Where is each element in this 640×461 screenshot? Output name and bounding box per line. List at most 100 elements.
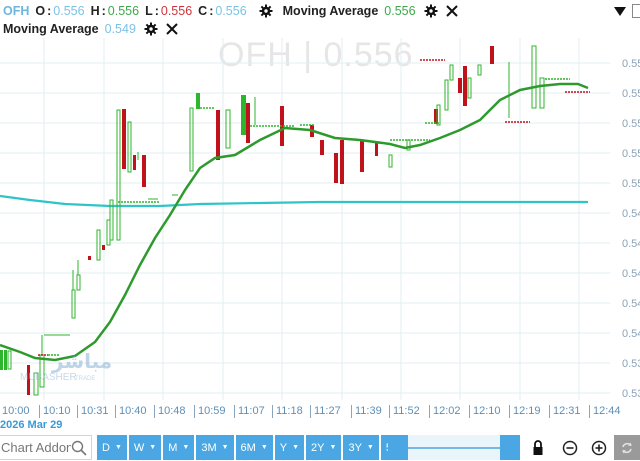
caret-down-icon: ▼ [221, 444, 229, 451]
ma2-legend: Moving Average 0.549 [3, 20, 178, 38]
y-axis: 0.55 0.55 0.55 0.55 0.55 0.54 0.54 0.54 0.54 0… [622, 58, 640, 400]
separator: : [154, 4, 159, 18]
chart-addon-input[interactable] [1, 440, 71, 455]
period-label: M [168, 441, 178, 454]
x-tick: 11:07 [234, 405, 265, 418]
period-button-m[interactable]: M ▼ [163, 435, 195, 460]
reset-button[interactable] [614, 435, 640, 460]
svg-text:MUBASHER: MUBASHER [20, 372, 77, 383]
x-tick: 12:44 [589, 405, 621, 418]
svg-text:0.55: 0.55 [622, 88, 640, 100]
low-label: L [145, 4, 153, 18]
caret-down-icon: ▼ [292, 444, 300, 451]
range-slider[interactable] [388, 435, 520, 460]
x-tick: 11:39 [351, 405, 382, 418]
close-value: 0.556 [215, 4, 247, 18]
dropdown-triangle-icon[interactable] [614, 6, 626, 16]
period-label: 3M [201, 441, 217, 454]
x-tick: 12:02 [429, 405, 461, 418]
x-tick: 12:31 [549, 405, 581, 418]
search-icon[interactable] [71, 440, 87, 456]
open-value: 0.556 [53, 4, 85, 18]
svg-text:0.54: 0.54 [622, 208, 640, 220]
caret-down-icon: ▼ [366, 444, 374, 451]
period-button-3m[interactable]: 3M ▼ [196, 435, 234, 460]
x-tick: 12:19 [509, 405, 541, 418]
x-tick: 10:40 [115, 405, 147, 418]
period-label: D [102, 441, 110, 454]
lock-icon[interactable] [531, 439, 549, 457]
period-label: W [133, 441, 145, 454]
date-label: 2026 Mar 29 [0, 419, 63, 431]
high-value: 0.556 [107, 4, 140, 18]
ma1-label: Moving Average [282, 4, 379, 18]
range-handle-left[interactable] [388, 435, 408, 460]
candlesticks [0, 45, 545, 396]
slow-moving-average-line [0, 194, 588, 208]
open-label: O [35, 4, 46, 18]
ma2-label: Moving Average [3, 22, 99, 36]
x-tick: 11:18 [272, 405, 303, 418]
ma2-value: 0.549 [104, 22, 136, 36]
refresh-icon [622, 442, 632, 453]
top-right-controls [614, 4, 640, 18]
period-label: 2Y [311, 441, 325, 454]
price-chart[interactable]: 0.55 0.55 0.55 0.55 0.55 0.54 0.54 0.54 0.54 0… [0, 38, 640, 404]
caret-down-icon: ▼ [329, 444, 337, 451]
period-button-y[interactable]: Y ▼ [274, 435, 305, 460]
svg-text:0.55: 0.55 [622, 58, 640, 70]
gear-icon[interactable] [424, 4, 438, 18]
range-handle-right[interactable] [500, 435, 520, 460]
symbol-label: OFH [3, 4, 30, 18]
x-tick: 10:59 [194, 405, 226, 418]
x-tick: 10:48 [154, 405, 186, 418]
zoom-out-icon[interactable] [561, 439, 579, 457]
gear-icon[interactable] [144, 22, 158, 36]
close-icon[interactable] [445, 5, 458, 17]
period-button-3y[interactable]: 3Y ▼ [343, 435, 379, 460]
chart-watermark: OFH | 0.556 [218, 36, 414, 74]
caret-down-icon: ▼ [149, 444, 157, 451]
brand-watermark: مباشر MUBASHER TRADE [20, 349, 112, 383]
x-tick: 11:52 [389, 405, 420, 418]
period-label: 3Y [348, 441, 362, 454]
dash-markers [38, 59, 590, 356]
separator: : [101, 4, 106, 18]
svg-text:0.54: 0.54 [622, 298, 640, 310]
svg-text:0.53: 0.53 [622, 388, 640, 400]
high-label: H [90, 4, 100, 18]
caret-down-icon: ▼ [114, 444, 122, 451]
period-label: 6M [240, 441, 256, 454]
caret-down-icon: ▼ [260, 444, 268, 451]
separator: : [47, 4, 52, 18]
period-button-2y[interactable]: 2Y ▼ [306, 435, 342, 460]
svg-text:TRADE: TRADE [75, 376, 95, 382]
x-tick: 10:10 [39, 405, 71, 418]
x-tick: 10:00 [2, 405, 30, 417]
svg-text:0.53: 0.53 [622, 358, 640, 370]
gear-icon[interactable] [259, 4, 273, 18]
separator: : [209, 4, 214, 18]
period-button-d[interactable]: D ▼ [97, 435, 127, 460]
x-axis: 10:00 10:10 10:31 10:40 10:48 10:59 11:0… [0, 404, 640, 420]
ohlc-legend: OFH O: 0.556 H: 0.556 L: 0.556 C: 0.556 … [3, 2, 458, 20]
close-icon[interactable] [166, 23, 178, 35]
low-value: 0.556 [160, 4, 193, 18]
period-button-6m[interactable]: 6M ▼ [235, 435, 273, 460]
grid-lines [0, 38, 610, 400]
chart-addon-search[interactable] [0, 435, 92, 460]
period-button-w[interactable]: W ▼ [128, 435, 162, 460]
x-tick: 11:27 [310, 405, 341, 418]
zoom-in-icon[interactable] [590, 439, 608, 457]
maximize-icon[interactable] [632, 4, 640, 18]
ma1-value: 0.556 [384, 4, 416, 18]
close-label: C [198, 4, 208, 18]
svg-text:0.55: 0.55 [622, 178, 640, 190]
svg-text:0.54: 0.54 [622, 238, 640, 250]
svg-text:0.55: 0.55 [622, 148, 640, 160]
period-label: Y [279, 441, 288, 454]
svg-text:0.54: 0.54 [622, 328, 640, 340]
x-tick: 10:31 [77, 405, 109, 418]
x-tick: 12:10 [469, 405, 501, 418]
